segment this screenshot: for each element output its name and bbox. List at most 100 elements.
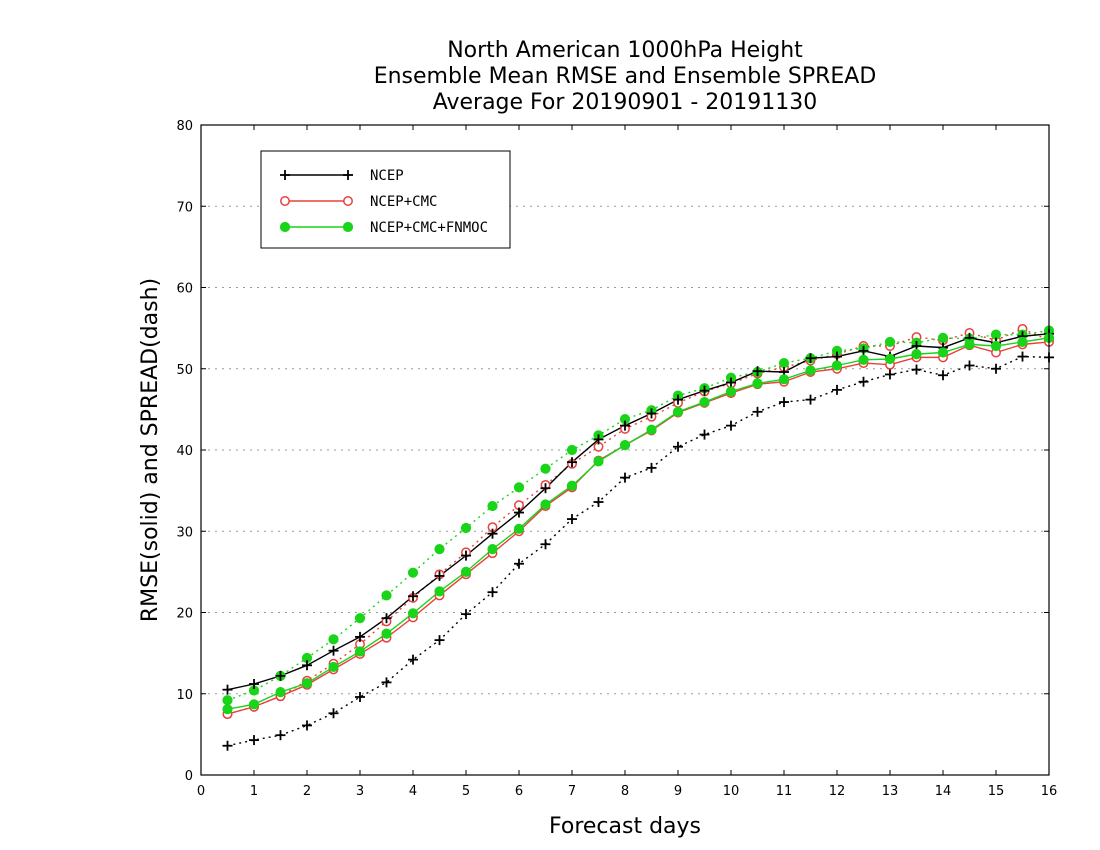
x-tick-label: 4 [409,784,417,799]
series-line-spread [227,355,1050,747]
data-point-spread [355,692,365,702]
x-tick-label: 7 [568,784,576,799]
data-point-rmse [354,646,366,657]
y-tick-label: 40 [176,444,193,459]
legend-marker [279,221,291,233]
data-point-rmse [567,457,577,468]
x-tick-label: 6 [515,784,523,799]
series-line-spread [227,329,1050,701]
data-point-rmse [858,345,869,356]
data-point-spread [222,740,233,751]
data-point-spread [911,364,922,375]
data-point-rmse [646,424,657,435]
y-tick-label: 20 [176,607,193,622]
data-point-spread [434,635,445,646]
data-point-rmse [805,353,816,364]
x-tick-label: 8 [621,784,629,799]
data-point-spread [381,677,392,688]
chart-title: North American 1000hPa Height Ensemble M… [200,38,1050,116]
x-tick-label: 0 [197,784,205,799]
data-point-spread [699,429,710,440]
x-tick-label: 11 [776,784,793,799]
data-point-spread [540,539,551,550]
data-point-rmse [725,386,737,397]
x-tick-label: 16 [1041,784,1058,799]
legend-marker [342,221,354,233]
y-tick-label: 80 [176,119,193,134]
y-tick-label: 10 [176,688,193,703]
data-point-rmse [275,670,286,681]
data-point-rmse [540,483,551,494]
y-axis-title: RMSE(solid) and SPREAD(dash) [138,278,163,622]
data-point-spread [778,357,790,369]
data-point-rmse [699,396,710,408]
data-point-rmse [513,523,525,534]
data-point-rmse [884,353,896,365]
data-point-spread [938,370,948,381]
data-point-rmse [566,480,578,491]
series-line-rmse [227,333,1050,691]
x-tick-label: 2 [303,784,311,799]
data-point-spread [487,587,498,598]
chart-title-line-3: Average For 20190901 - 20191130 [432,90,818,115]
data-point-spread [461,609,471,620]
x-tick-label: 13 [882,784,899,799]
data-point-spread [354,613,366,624]
legend-label: NCEP [370,168,404,184]
data-point-spread [487,500,498,512]
data-point-spread [779,397,789,408]
data-point-spread [726,420,736,431]
data-point-rmse [752,366,763,377]
y-tick-label: 70 [176,200,193,215]
data-point-spread [275,730,286,741]
data-point-rmse [328,645,339,656]
data-point-spread [222,695,233,706]
data-point-rmse [355,631,365,642]
data-point-spread [964,360,975,371]
data-point-rmse [619,440,631,451]
data-point-spread [513,482,525,493]
data-point-rmse [673,394,683,405]
data-point-rmse [222,684,233,695]
data-point-rmse [461,550,471,561]
data-point-spread [620,472,630,483]
data-point-spread [752,406,763,417]
legend: NCEP NCEP+CMC NCEP+CMC+FNMOC [260,150,511,249]
axis-ticks: 0 1 2 3 4 5 6 7 8 9 10 11 12 13 14 15 160102030405060708… [176,119,1057,799]
data-point-spread [885,369,895,380]
data-point-spread [407,567,419,578]
chart-title-line-1: North American 1000hPa Height [447,38,803,63]
data-point-rmse [593,434,604,445]
data-point-rmse [407,608,419,619]
data-point-rmse [540,499,551,510]
x-tick-label: 5 [462,784,470,799]
data-point-spread [302,720,312,731]
data-point-spread [381,590,392,601]
data-point-spread [858,376,869,387]
data-point-rmse [301,678,313,689]
data-point-spread [328,634,339,645]
legend-marker [343,196,353,206]
data-point-rmse [858,354,869,365]
legend-label: NCEP+CMC [370,194,437,210]
data-point-spread [805,394,816,405]
x-tick-label: 14 [935,784,952,799]
data-point-rmse [911,349,922,360]
data-point-spread [514,558,524,569]
x-tick-label: 9 [674,784,682,799]
series-line-rmse [227,341,1050,715]
legend-marker [280,170,290,180]
x-tick-label: 10 [723,784,740,799]
data-point-spread [991,363,1001,374]
series-line-spread [227,328,1050,715]
legend-box [260,150,511,249]
data-point-rmse [805,365,816,376]
data-point-spread [460,522,472,534]
series-layer [222,323,1055,751]
data-point-spread [328,708,339,719]
data-point-rmse [620,420,630,431]
legend-label: NCEP+CMC+FNMOC [370,220,488,236]
data-point-rmse [937,347,949,358]
data-point-rmse [990,340,1002,352]
